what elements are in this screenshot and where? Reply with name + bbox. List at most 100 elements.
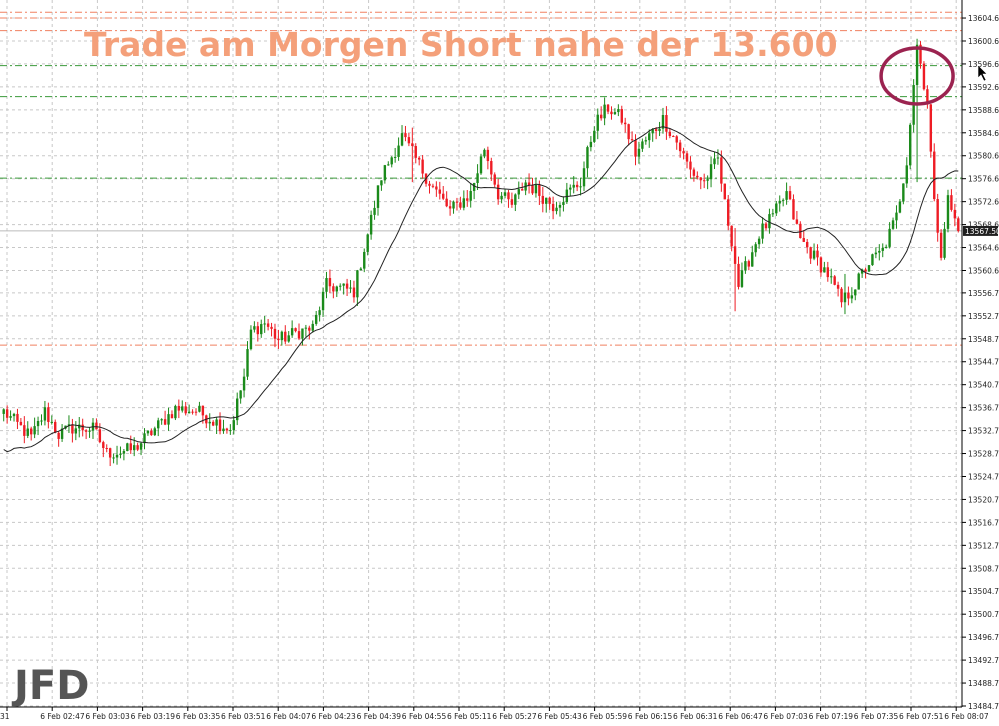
candle-body — [170, 414, 174, 419]
y-tick-label: 13496.70 — [968, 633, 999, 642]
candle-body — [184, 406, 187, 414]
candle-body — [898, 201, 902, 213]
candle-body — [211, 421, 215, 426]
candle-body — [490, 161, 493, 175]
candle-body — [521, 189, 524, 191]
candle-body — [462, 198, 466, 208]
y-tick-label: 13560.60 — [968, 266, 999, 275]
candle-body — [177, 405, 181, 411]
candle-body — [242, 376, 246, 391]
candle-body — [696, 175, 699, 178]
candle-body — [311, 323, 314, 331]
candle-body — [943, 228, 946, 258]
candle-body — [702, 180, 706, 182]
candle-body — [50, 421, 53, 423]
candle-body — [926, 89, 929, 105]
candle-body — [119, 453, 122, 455]
moving-average-line — [3, 126, 959, 453]
candle-body — [589, 141, 593, 148]
y-tick-label: 13588.60 — [968, 106, 999, 115]
candle-body — [129, 443, 132, 451]
candle-body — [105, 448, 108, 450]
candle-body — [857, 273, 860, 290]
y-tick-label: 13540.70 — [968, 381, 999, 390]
candle-body — [466, 198, 469, 201]
candle-body — [709, 164, 713, 180]
candle-body — [414, 146, 417, 158]
candle-body — [60, 428, 64, 439]
candle-body — [833, 276, 836, 285]
candle-body — [672, 136, 675, 138]
candle-body — [575, 184, 579, 188]
candle-body — [517, 189, 520, 195]
jfd-logo: JFD — [11, 663, 89, 709]
y-tick-label: 13544.70 — [968, 358, 999, 367]
y-tick-label: 13548.70 — [968, 335, 999, 344]
candle-body — [47, 407, 50, 422]
candle-body — [795, 219, 799, 224]
candle-body — [40, 420, 43, 422]
candle-body — [747, 261, 751, 267]
candle-body — [301, 328, 304, 339]
candle-body — [108, 448, 112, 458]
y-tick-label: 13592.60 — [968, 83, 999, 92]
candle-body — [157, 420, 160, 429]
candle-body — [682, 151, 685, 154]
y-tick-label: 13568.60 — [968, 221, 999, 230]
candle-body — [112, 457, 115, 459]
candle-body — [651, 129, 654, 134]
y-tick-label: 13576.60 — [968, 175, 999, 184]
candle-body — [957, 218, 960, 231]
y-tick-label: 13572.60 — [968, 198, 999, 207]
candle-body — [284, 331, 287, 342]
candle-body — [871, 254, 874, 266]
candle-body — [545, 197, 548, 204]
candle-body — [939, 232, 943, 258]
candle-body — [723, 183, 726, 200]
y-tick-label: 13488.70 — [968, 679, 999, 688]
x-tick-label: 6 Feb 07:19 — [809, 712, 854, 721]
candle-body — [167, 414, 170, 425]
candle-body — [342, 283, 345, 286]
x-tick-label: 6 Feb 04:07 — [266, 712, 311, 721]
candle-body — [352, 287, 356, 298]
y-tick-label: 13552.70 — [968, 312, 999, 321]
mouse-cursor-icon — [977, 64, 988, 82]
candle-body — [308, 327, 311, 331]
candle-body — [256, 326, 260, 335]
candle-body — [754, 244, 757, 253]
candle-body — [661, 114, 665, 129]
candle-body — [187, 411, 191, 414]
y-tick-label: 13580.60 — [968, 152, 999, 161]
candle-body — [850, 295, 854, 299]
y-tick-label: 13524.70 — [968, 472, 999, 481]
candle-body — [613, 112, 617, 115]
candle-body — [685, 153, 689, 162]
candle-body — [792, 199, 795, 220]
candle-body — [775, 203, 778, 214]
candle-body — [321, 291, 325, 311]
candle-body — [606, 104, 610, 112]
candle-body — [716, 157, 720, 159]
candle-body — [720, 157, 723, 184]
candle-body — [297, 331, 301, 339]
candle-body — [634, 140, 637, 157]
candle-body — [139, 443, 143, 450]
candle-body — [922, 63, 926, 90]
candle-body — [936, 199, 939, 233]
candle-body — [531, 185, 534, 194]
candle-body — [345, 283, 349, 289]
candle-body — [459, 202, 462, 208]
candle-body — [496, 184, 500, 200]
candle-body — [225, 428, 229, 431]
candle-body — [668, 131, 672, 137]
y-tick-label: 13536.70 — [968, 404, 999, 413]
candle-body — [411, 143, 414, 147]
candle-body — [126, 443, 129, 452]
candle-body — [582, 168, 586, 187]
candle-body — [823, 267, 826, 273]
x-tick-label: 31 — [0, 712, 10, 721]
candle-body — [727, 199, 730, 226]
candle-body — [864, 269, 867, 272]
candle-body — [483, 149, 486, 157]
